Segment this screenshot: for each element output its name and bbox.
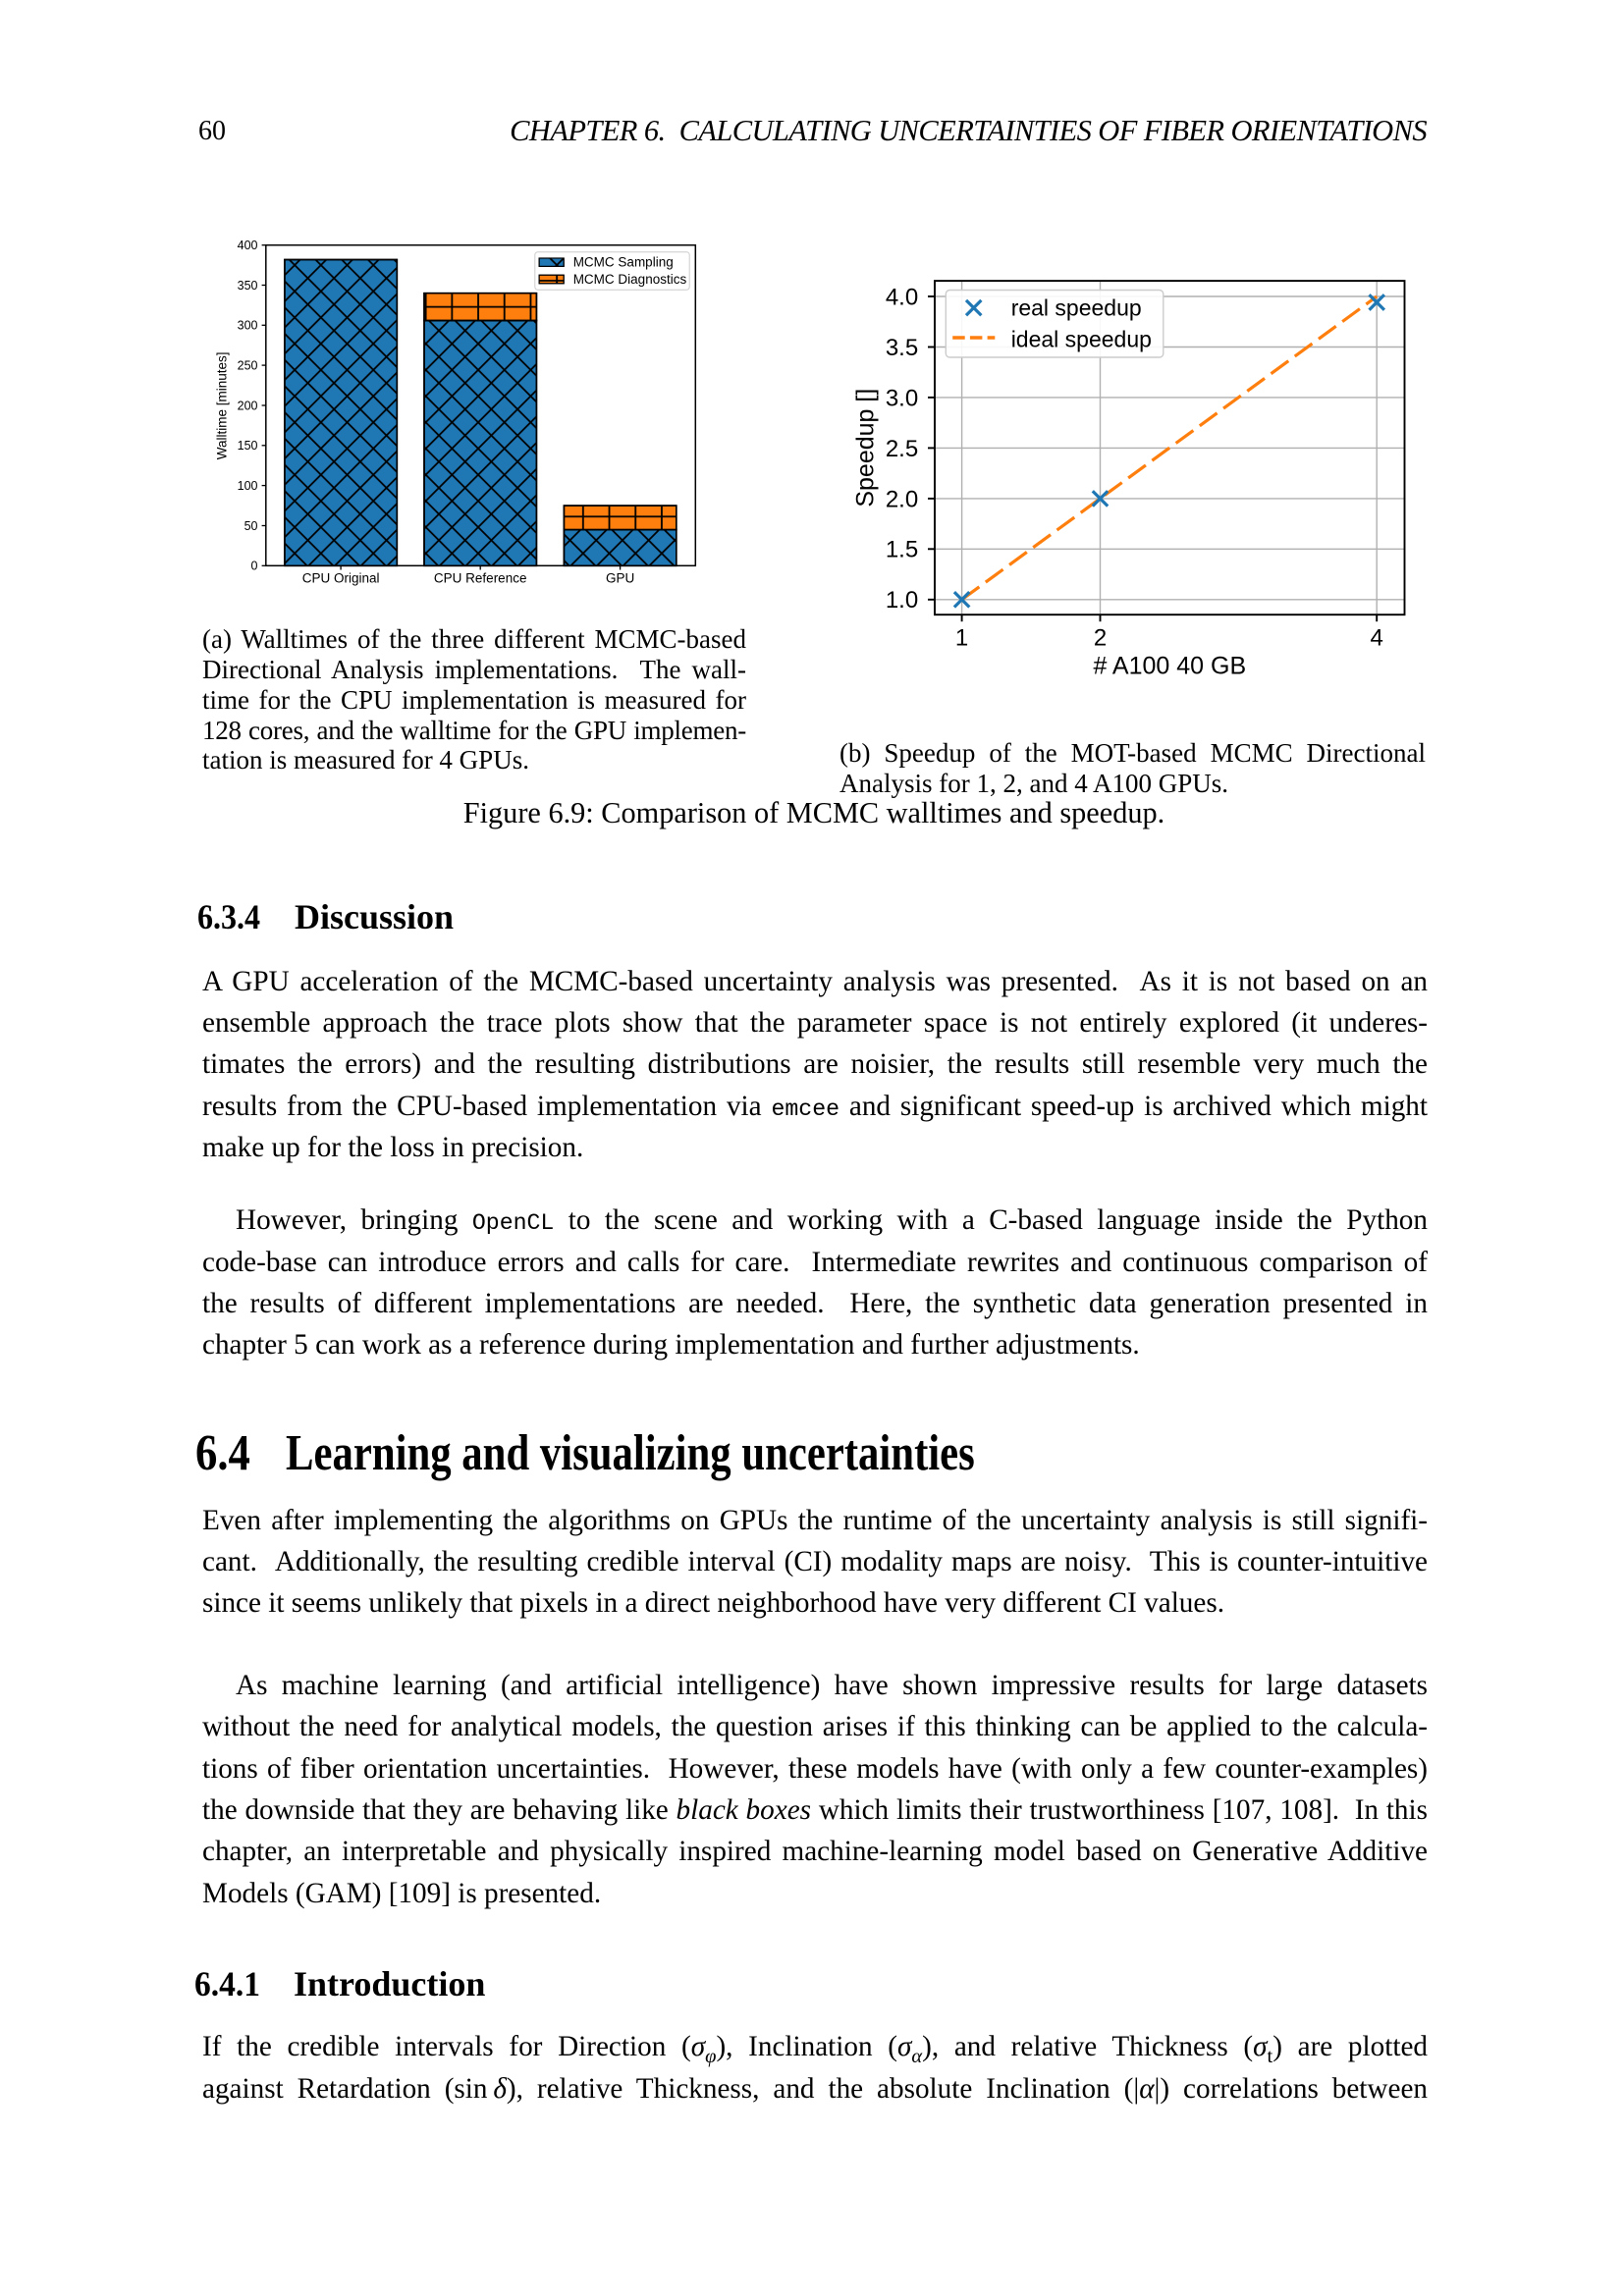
svg-text:150: 150 [238,439,258,453]
svg-text:350: 350 [238,279,258,293]
svg-text:100: 100 [238,479,258,493]
svg-text:2: 2 [1094,625,1107,652]
svg-text:400: 400 [238,239,258,252]
svg-text:2.0: 2.0 [886,486,918,512]
svg-text:3.5: 3.5 [886,335,918,361]
svg-text:# A100 40 GB: # A100 40 GB [1093,653,1246,680]
svg-text:3.0: 3.0 [886,385,918,411]
svg-text:ideal speedup: ideal speedup [1011,326,1152,351]
svg-text:1.5: 1.5 [886,537,918,563]
svg-text:0: 0 [251,560,258,573]
svg-text:CPU Reference: CPU Reference [434,571,527,586]
svg-text:50: 50 [244,519,258,533]
svg-text:1.0: 1.0 [886,587,918,614]
svg-text:2.5: 2.5 [886,436,918,462]
svg-text:4: 4 [1371,625,1383,652]
svg-text:CPU Original: CPU Original [302,571,380,586]
svg-text:300: 300 [238,319,258,333]
svg-text:Speedup []: Speedup [] [852,389,880,507]
svg-text:200: 200 [238,399,258,412]
svg-text:real speedup: real speedup [1011,294,1142,320]
svg-text:1: 1 [955,625,968,652]
svg-text:MCMC Sampling: MCMC Sampling [573,254,674,269]
svg-text:MCMC Diagnostics: MCMC Diagnostics [573,272,687,287]
svg-text:GPU: GPU [606,571,634,586]
svg-text:Walltime [minutes]: Walltime [minutes] [215,352,230,460]
svg-text:4.0: 4.0 [886,284,918,310]
svg-text:250: 250 [238,358,258,372]
